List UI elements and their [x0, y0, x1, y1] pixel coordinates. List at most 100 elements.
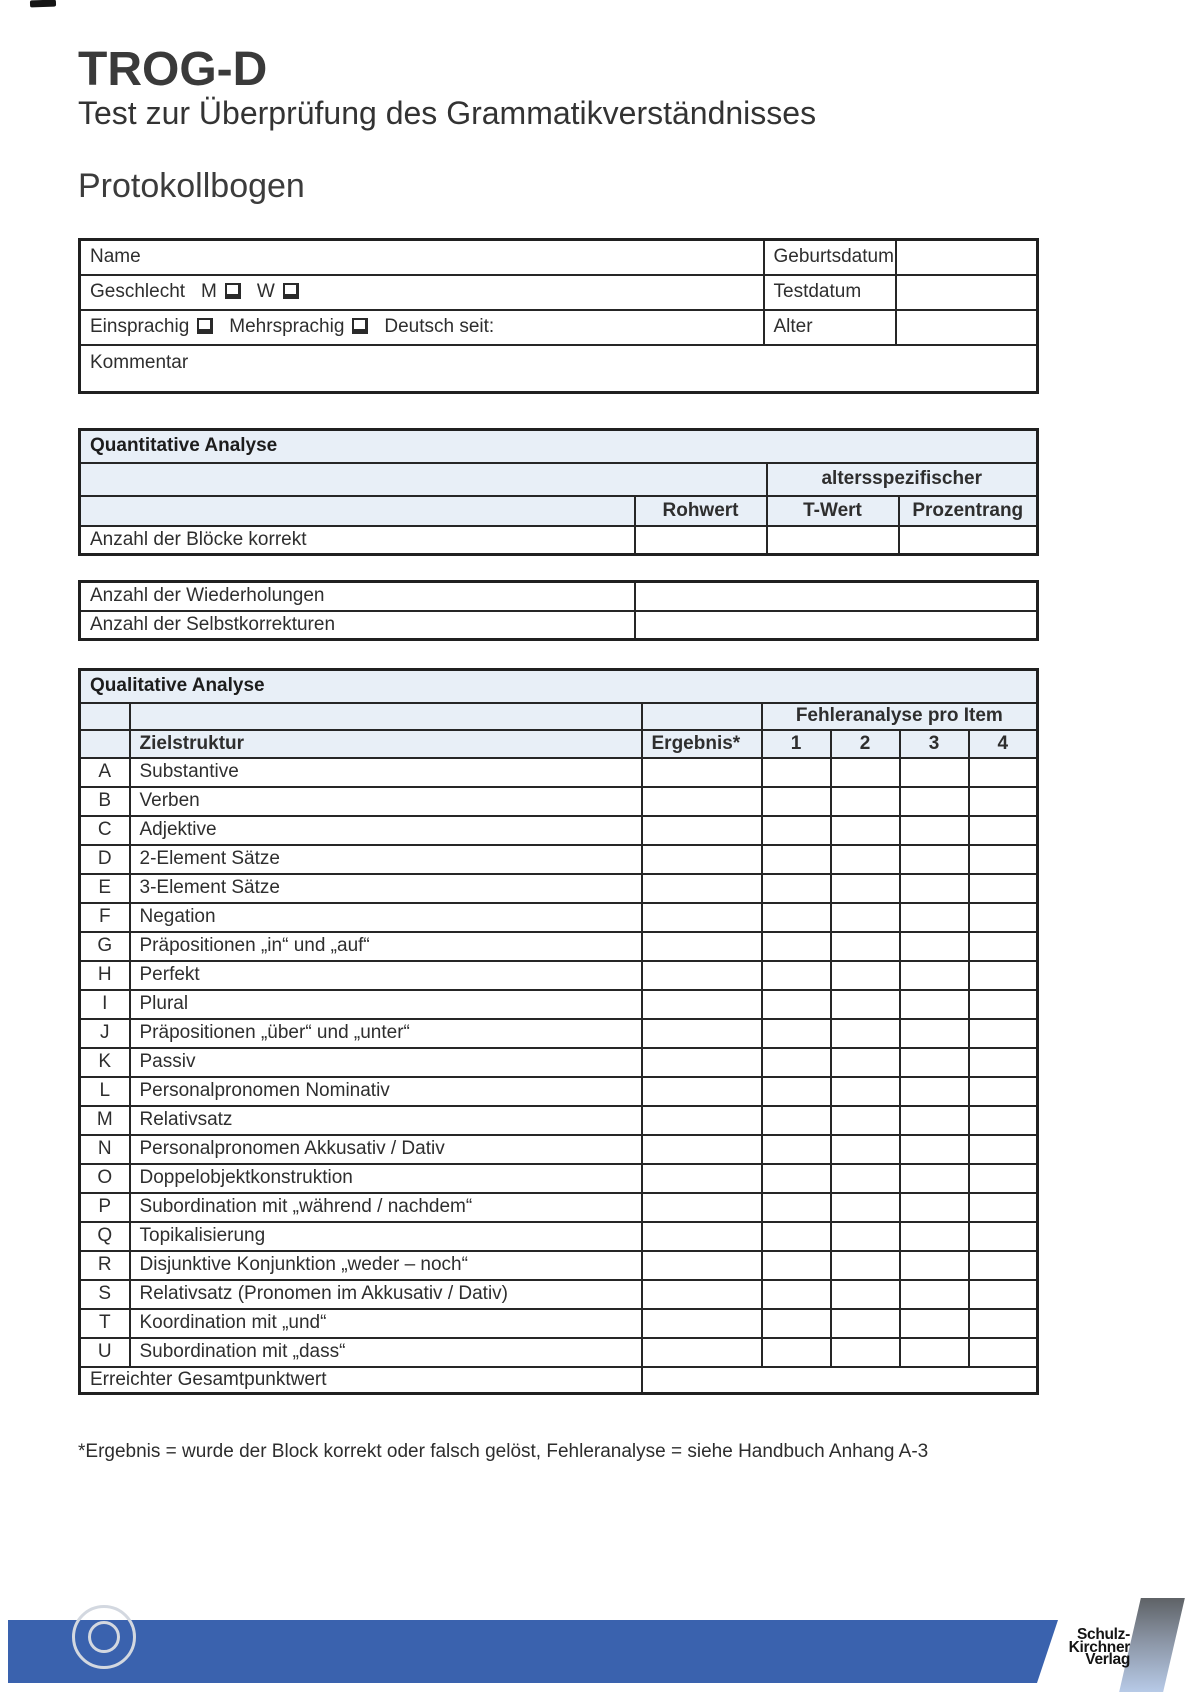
- fehler-item-1-cell[interactable]: [760, 1191, 832, 1223]
- monolingual-checkbox[interactable]: [197, 318, 214, 335]
- ergebnis-cell[interactable]: [640, 756, 763, 788]
- ergebnis-cell[interactable]: [640, 872, 763, 904]
- fehler-item-1-cell[interactable]: [760, 1249, 832, 1281]
- fehler-item-1-cell[interactable]: [760, 901, 832, 933]
- fehler-item-4-cell[interactable]: [967, 785, 1039, 817]
- fehler-item-2-cell[interactable]: [829, 843, 901, 875]
- fehler-item-4-cell[interactable]: [967, 756, 1039, 788]
- fehler-item-4-cell[interactable]: [967, 843, 1039, 875]
- ergebnis-cell[interactable]: [640, 1162, 763, 1194]
- ergebnis-cell[interactable]: [640, 1046, 763, 1078]
- total-score-value-cell[interactable]: [640, 1365, 1039, 1395]
- fehler-item-3-cell[interactable]: [898, 959, 970, 991]
- fehler-item-3-cell[interactable]: [898, 1133, 970, 1165]
- fehler-item-4-cell[interactable]: [967, 1046, 1039, 1078]
- fehler-item-2-cell[interactable]: [829, 1249, 901, 1281]
- fehler-item-2-cell[interactable]: [829, 1046, 901, 1078]
- fehler-item-2-cell[interactable]: [829, 1278, 901, 1310]
- fehler-item-3-cell[interactable]: [898, 1336, 970, 1368]
- blocks-prozentrang-cell[interactable]: [897, 524, 1039, 556]
- ergebnis-cell[interactable]: [640, 1191, 763, 1223]
- fehler-item-2-cell[interactable]: [829, 901, 901, 933]
- ergebnis-cell[interactable]: [640, 1336, 763, 1368]
- fehler-item-2-cell[interactable]: [829, 1017, 901, 1049]
- fehler-item-1-cell[interactable]: [760, 1278, 832, 1310]
- birthdate-value-cell[interactable]: [894, 238, 1039, 276]
- fehler-item-2-cell[interactable]: [829, 1220, 901, 1252]
- fehler-item-2-cell[interactable]: [829, 1162, 901, 1194]
- fehler-item-4-cell[interactable]: [967, 1104, 1039, 1136]
- fehler-item-4-cell[interactable]: [967, 930, 1039, 962]
- fehler-item-2-cell[interactable]: [829, 959, 901, 991]
- fehler-item-3-cell[interactable]: [898, 901, 970, 933]
- fehler-item-3-cell[interactable]: [898, 814, 970, 846]
- fehler-item-4-cell[interactable]: [967, 1307, 1039, 1339]
- ergebnis-cell[interactable]: [640, 1307, 763, 1339]
- testdate-value-cell[interactable]: [894, 273, 1039, 311]
- fehler-item-3-cell[interactable]: [898, 756, 970, 788]
- gender-m-checkbox[interactable]: [224, 283, 241, 300]
- fehler-item-4-cell[interactable]: [967, 1336, 1039, 1368]
- fehler-item-1-cell[interactable]: [760, 1162, 832, 1194]
- fehler-item-3-cell[interactable]: [898, 1046, 970, 1078]
- multilingual-checkbox[interactable]: [352, 318, 369, 335]
- ergebnis-cell[interactable]: [640, 1220, 763, 1252]
- fehler-item-2-cell[interactable]: [829, 785, 901, 817]
- ergebnis-cell[interactable]: [640, 930, 763, 962]
- fehler-item-3-cell[interactable]: [898, 1191, 970, 1223]
- fehler-item-3-cell[interactable]: [898, 843, 970, 875]
- ergebnis-cell[interactable]: [640, 1075, 763, 1107]
- fehler-item-3-cell[interactable]: [898, 1104, 970, 1136]
- fehler-item-4-cell[interactable]: [967, 1162, 1039, 1194]
- fehler-item-4-cell[interactable]: [967, 1249, 1039, 1281]
- fehler-item-1-cell[interactable]: [760, 1104, 832, 1136]
- fehler-item-3-cell[interactable]: [898, 1307, 970, 1339]
- fehler-item-1-cell[interactable]: [760, 1307, 832, 1339]
- fehler-item-1-cell[interactable]: [760, 930, 832, 962]
- fehler-item-4-cell[interactable]: [967, 1191, 1039, 1223]
- fehler-item-2-cell[interactable]: [829, 756, 901, 788]
- fehler-item-2-cell[interactable]: [829, 1307, 901, 1339]
- fehler-item-3-cell[interactable]: [898, 930, 970, 962]
- ergebnis-cell[interactable]: [640, 1133, 763, 1165]
- fehler-item-2-cell[interactable]: [829, 930, 901, 962]
- ergebnis-cell[interactable]: [640, 1104, 763, 1136]
- age-value-cell[interactable]: [894, 308, 1039, 346]
- fehler-item-4-cell[interactable]: [967, 988, 1039, 1020]
- fehler-item-1-cell[interactable]: [760, 1133, 832, 1165]
- fehler-item-4-cell[interactable]: [967, 872, 1039, 904]
- fehler-item-3-cell[interactable]: [898, 1162, 970, 1194]
- gender-w-checkbox[interactable]: [282, 283, 299, 300]
- fehler-item-1-cell[interactable]: [760, 756, 832, 788]
- fehler-item-1-cell[interactable]: [760, 988, 832, 1020]
- fehler-item-1-cell[interactable]: [760, 843, 832, 875]
- fehler-item-4-cell[interactable]: [967, 901, 1039, 933]
- selfcorrections-value-cell[interactable]: [633, 609, 1039, 641]
- fehler-item-3-cell[interactable]: [898, 988, 970, 1020]
- fehler-item-4-cell[interactable]: [967, 1220, 1039, 1252]
- blocks-rohwert-cell[interactable]: [633, 524, 768, 556]
- ergebnis-cell[interactable]: [640, 1278, 763, 1310]
- fehler-item-1-cell[interactable]: [760, 1046, 832, 1078]
- fehler-item-2-cell[interactable]: [829, 1075, 901, 1107]
- fehler-item-3-cell[interactable]: [898, 872, 970, 904]
- fehler-item-3-cell[interactable]: [898, 1017, 970, 1049]
- blocks-twert-cell[interactable]: [765, 524, 900, 556]
- fehler-item-4-cell[interactable]: [967, 959, 1039, 991]
- fehler-item-1-cell[interactable]: [760, 1220, 832, 1252]
- fehler-item-1-cell[interactable]: [760, 785, 832, 817]
- ergebnis-cell[interactable]: [640, 785, 763, 817]
- fehler-item-2-cell[interactable]: [829, 1104, 901, 1136]
- fehler-item-2-cell[interactable]: [829, 872, 901, 904]
- comment-field[interactable]: Kommentar: [78, 343, 1039, 394]
- ergebnis-cell[interactable]: [640, 959, 763, 991]
- fehler-item-4-cell[interactable]: [967, 1017, 1039, 1049]
- fehler-item-1-cell[interactable]: [760, 814, 832, 846]
- fehler-item-3-cell[interactable]: [898, 1249, 970, 1281]
- fehler-item-3-cell[interactable]: [898, 1075, 970, 1107]
- fehler-item-2-cell[interactable]: [829, 988, 901, 1020]
- fehler-item-2-cell[interactable]: [829, 1191, 901, 1223]
- fehler-item-2-cell[interactable]: [829, 814, 901, 846]
- fehler-item-2-cell[interactable]: [829, 1133, 901, 1165]
- ergebnis-cell[interactable]: [640, 1017, 763, 1049]
